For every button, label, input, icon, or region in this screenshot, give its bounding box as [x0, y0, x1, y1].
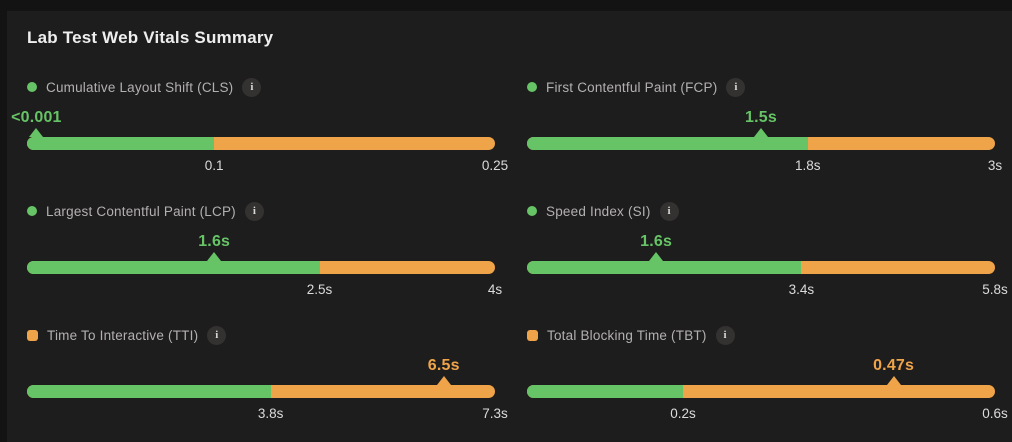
marker-triangle-icon [29, 128, 44, 137]
max-tick-label: 3s [987, 158, 1003, 173]
value-row: 0.47s [527, 357, 995, 375]
gauge: 1.5s 1.8s 3s [527, 109, 1002, 174]
metric-header: First Contentful Paint (FCP) i [527, 77, 995, 97]
metric-card: Time To Interactive (TTI) i 6.5s 3.8s 7.… [27, 325, 508, 422]
metric-header: Speed Index (SI) i [527, 201, 995, 221]
threshold-tick-label: 3.4s [788, 282, 815, 297]
gauge-bar [27, 385, 495, 398]
gauge-bar-good-segment [27, 261, 320, 274]
track-wrap [27, 252, 495, 274]
metric-card: Speed Index (SI) i 1.6s 3.4s 5.8s [527, 201, 1008, 298]
status-dot-icon [527, 329, 538, 341]
metric-value: 6.5s [427, 357, 460, 374]
marker-triangle-icon [207, 252, 222, 261]
metrics-grid: Cumulative Layout Shift (CLS) i <0.001 0… [7, 77, 1012, 442]
metric-header: Total Blocking Time (TBT) i [527, 325, 995, 345]
marker-triangle-icon [886, 376, 901, 385]
info-icon[interactable]: i [659, 201, 679, 221]
metric-card: Largest Contentful Paint (LCP) i 1.6s 2.… [27, 201, 502, 298]
axis-ticks: 0.2s 0.6s [527, 405, 1008, 422]
threshold-tick-label: 2.5s [306, 282, 333, 297]
metric-label: Speed Index (SI) [546, 203, 651, 219]
gauge-bar [27, 137, 495, 150]
threshold-tick-label: 0.1 [204, 158, 224, 173]
axis-ticks: 1.8s 3s [527, 157, 1002, 174]
value-row: <0.001 [11, 109, 495, 127]
value-row: 1.6s [527, 233, 995, 251]
metric-value: 0.47s [873, 357, 915, 374]
metric-value: <0.001 [11, 109, 62, 126]
gauge-bar [527, 385, 995, 398]
gauge-bar [27, 261, 495, 274]
metric-card: Total Blocking Time (TBT) i 0.47s 0.2s 0… [527, 325, 1008, 422]
track-wrap [27, 128, 495, 150]
metric-header: Time To Interactive (TTI) i [27, 325, 495, 345]
gauge: 6.5s 3.8s 7.3s [27, 357, 508, 422]
marker-triangle-icon [754, 128, 768, 137]
track-wrap [27, 376, 495, 398]
gauge: 0.47s 0.2s 0.6s [527, 357, 1008, 422]
gauge-bar [527, 261, 995, 274]
metric-card: First Contentful Paint (FCP) i 1.5s 1.8s… [527, 77, 1002, 174]
metric-value: 1.6s [640, 233, 673, 250]
max-tick-label: 0.6s [982, 406, 1008, 421]
web-vitals-card: Lab Test Web Vitals Summary Cumulative L… [7, 11, 1012, 442]
metric-value: 1.6s [198, 233, 231, 250]
gauge: 1.6s 2.5s 4s [27, 233, 502, 298]
track-wrap [527, 376, 995, 398]
max-tick-label: 5.8s [982, 282, 1008, 297]
track-wrap [527, 128, 995, 150]
info-icon[interactable]: i [242, 77, 262, 97]
metric-label: First Contentful Paint (FCP) [546, 79, 718, 95]
metric-header: Largest Contentful Paint (LCP) i [27, 201, 495, 221]
track-wrap [527, 252, 995, 274]
gauge: 1.6s 3.4s 5.8s [527, 233, 1008, 298]
metric-card: Cumulative Layout Shift (CLS) i <0.001 0… [11, 77, 508, 174]
axis-ticks: 3.8s 7.3s [27, 405, 508, 422]
max-tick-label: 4s [487, 282, 503, 297]
metric-value: 1.5s [745, 109, 777, 126]
gauge-bar-good-segment [27, 385, 271, 398]
page-title: Lab Test Web Vitals Summary [27, 28, 274, 47]
metric-header: Cumulative Layout Shift (CLS) i [27, 77, 495, 97]
metric-label: Cumulative Layout Shift (CLS) [46, 79, 234, 95]
gauge-bar [527, 137, 995, 150]
status-dot-icon [27, 206, 37, 216]
marker-triangle-icon [436, 376, 451, 385]
status-dot-icon [27, 82, 37, 92]
max-tick-label: 7.3s [482, 406, 508, 421]
metric-label: Largest Contentful Paint (LCP) [46, 203, 236, 219]
info-icon[interactable]: i [726, 77, 746, 97]
value-row: 1.5s [527, 109, 995, 127]
info-icon[interactable]: i [244, 201, 264, 221]
info-icon[interactable]: i [207, 325, 227, 345]
threshold-tick-label: 0.2s [670, 406, 696, 421]
axis-ticks: 0.1 0.25 [27, 157, 508, 174]
axis-ticks: 2.5s 4s [27, 281, 502, 298]
status-dot-icon [527, 206, 537, 216]
threshold-tick-label: 3.8s [257, 406, 284, 421]
gauge: <0.001 0.1 0.25 [11, 109, 508, 174]
gauge-bar-good-segment [527, 385, 683, 398]
status-dot-icon [27, 329, 38, 341]
metric-label: Total Blocking Time (TBT) [547, 327, 707, 343]
gauge-bar-good-segment [527, 261, 802, 274]
threshold-tick-label: 1.8s [795, 158, 821, 173]
info-icon[interactable]: i [715, 325, 735, 345]
value-row: 6.5s [27, 357, 495, 375]
metric-label: Time To Interactive (TTI) [47, 327, 199, 343]
gauge-bar-good-segment [527, 137, 808, 150]
axis-ticks: 3.4s 5.8s [527, 281, 1008, 298]
max-tick-label: 0.25 [481, 158, 509, 173]
value-row: 1.6s [27, 233, 495, 251]
marker-triangle-icon [649, 252, 664, 261]
gauge-bar-good-segment [27, 137, 215, 150]
status-dot-icon [527, 82, 537, 92]
